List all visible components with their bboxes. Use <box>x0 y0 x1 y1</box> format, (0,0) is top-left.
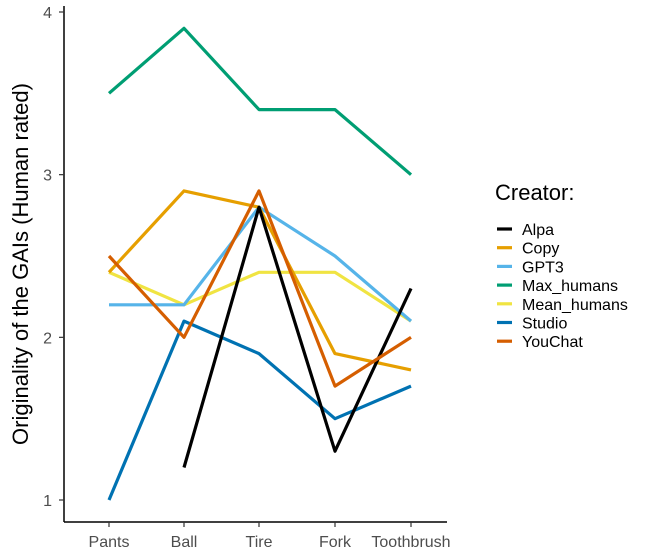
x-ticks: Pants Ball Tire Fork Toothbrush <box>89 522 451 551</box>
legend-label: GPT3 <box>522 259 564 276</box>
y-tick-label: 1 <box>43 493 52 510</box>
series-line-studio <box>107 319 412 501</box>
y-tick-label: 4 <box>43 5 52 22</box>
legend-label: YouChat <box>522 334 583 351</box>
x-tick-label: Pants <box>89 534 130 551</box>
series-line-alpa <box>182 205 413 468</box>
x-tick-label: Ball <box>171 534 198 551</box>
series-line-max-humans <box>107 26 413 176</box>
legend-title: Creator: <box>495 180 574 205</box>
y-axis-title: Originality of the GAIs (Human rated) <box>8 83 33 445</box>
legend-label: Alpa <box>522 222 554 239</box>
y-ticks: 1 2 3 4 <box>43 5 64 510</box>
y-tick-label: 2 <box>43 330 52 347</box>
legend-label: Max_humans <box>522 278 618 295</box>
legend-label: Mean_humans <box>522 297 628 314</box>
y-tick-label: 3 <box>43 168 52 185</box>
legend-label: Copy <box>522 241 559 258</box>
x-tick-label: Toothbrush <box>371 534 450 551</box>
axes-layer <box>63 6 447 523</box>
series-line-youchat <box>107 189 412 388</box>
series-line-mean-humans <box>108 270 412 323</box>
x-tick-label: Fork <box>319 534 352 551</box>
legend-label: Studio <box>522 316 567 333</box>
series-layer <box>107 26 413 501</box>
x-tick-label: Tire <box>246 534 273 551</box>
